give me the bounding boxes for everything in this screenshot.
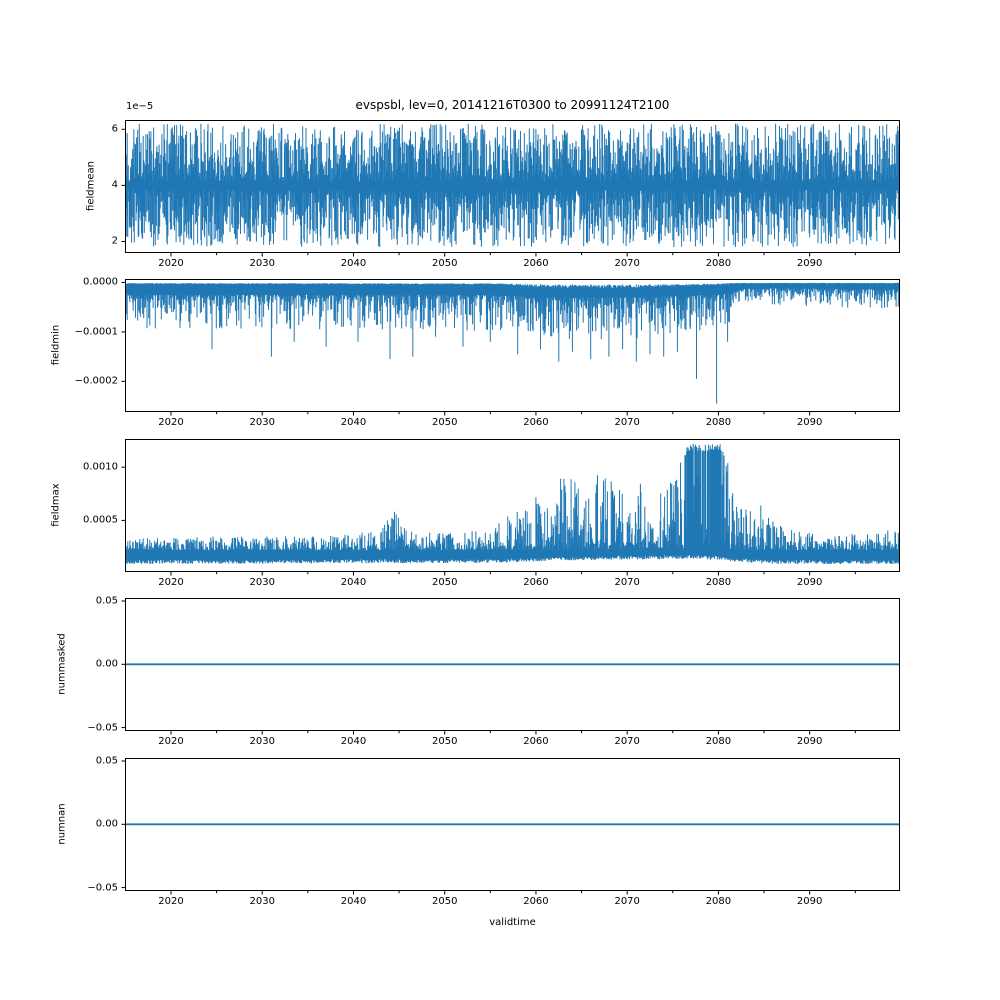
axes-nummasked [125, 598, 900, 731]
x-tick-label-2030-subplot-0: 2030 [249, 258, 275, 269]
x-tick-label-2090-subplot-2: 2090 [796, 577, 823, 588]
axes-fieldmean [125, 120, 900, 253]
y-tick-label-fieldmin-0.0000: 0.0000 [83, 276, 118, 288]
axes-numnan [125, 758, 900, 891]
y-tick-label-numnan-0.00: 0.00 [95, 818, 118, 830]
axes-fieldmin [125, 279, 900, 412]
x-tick-label-2080-subplot-2: 2080 [705, 577, 732, 588]
x-tick-label-2020-subplot-3: 2020 [158, 736, 184, 747]
x-tick-label-2040-subplot-0: 2040 [340, 258, 367, 269]
x-tick-label-2050-subplot-4: 2050 [431, 896, 458, 907]
x-tick-label-2060-subplot-0: 2060 [523, 258, 549, 269]
x-tick-label-2030-subplot-3: 2030 [249, 736, 275, 747]
y-tick-label-numnan-0.05: 0.05 [95, 755, 118, 767]
x-tick-label-2080-subplot-4: 2080 [705, 896, 732, 907]
axes-fieldmax [125, 439, 900, 572]
x-tick-label-2030-subplot-1: 2030 [249, 417, 275, 428]
x-tick-label-2060-subplot-4: 2060 [523, 896, 549, 907]
y-tick-label-fieldmax-0.0005: 0.0005 [83, 514, 118, 526]
x-tick-label-2060-subplot-3: 2060 [523, 736, 549, 747]
x-tick-label-2060-subplot-1: 2060 [523, 417, 549, 428]
x-tick-label-2070-subplot-3: 2070 [614, 736, 640, 747]
x-tick-label-2030-subplot-2: 2030 [249, 577, 275, 588]
x-tick-label-2050-subplot-1: 2050 [431, 417, 458, 428]
x-tick-label-2070-subplot-2: 2070 [614, 577, 640, 588]
x-tick-label-2080-subplot-0: 2080 [705, 258, 732, 269]
ylabel-numnan: numnan [56, 803, 68, 845]
y-tick-label-fieldmin-−0.0002: −0.0002 [74, 375, 118, 387]
y-tick-label-fieldmean-6: 6 [111, 123, 118, 135]
ylabel-nummasked: nummasked [56, 633, 68, 695]
y-tick-label-fieldmean-4: 4 [111, 179, 118, 191]
x-tick-label-2020-subplot-2: 2020 [158, 577, 184, 588]
x-tick-label-2080-subplot-1: 2080 [705, 417, 732, 428]
x-tick-label-2040-subplot-3: 2040 [340, 736, 367, 747]
y-offset-text-fieldmean: 1e−5 [126, 101, 154, 112]
x-tick-label-2040-subplot-1: 2040 [340, 417, 367, 428]
y-tick-label-fieldmean-2: 2 [111, 235, 118, 247]
y-tick-label-numnan-−0.05: −0.05 [87, 882, 118, 894]
numnan-series [125, 758, 900, 891]
y-tick-label-fieldmax-0.0010: 0.0010 [83, 461, 118, 473]
ylabel-fieldmean: fieldmean [85, 161, 97, 211]
x-tick-label-2070-subplot-4: 2070 [614, 896, 640, 907]
fieldmean-series [125, 120, 900, 253]
fieldmin-series [125, 279, 900, 412]
xlabel-validtime: validtime [489, 917, 536, 928]
nummasked-series [125, 598, 900, 731]
x-tick-label-2070-subplot-1: 2070 [614, 417, 640, 428]
x-tick-label-2020-subplot-4: 2020 [158, 896, 184, 907]
x-tick-label-2090-subplot-1: 2090 [796, 417, 823, 428]
x-tick-label-2060-subplot-2: 2060 [523, 577, 549, 588]
figure-title: evspsbl, lev=0, 20141216T0300 to 2099112… [355, 98, 670, 112]
x-tick-label-2050-subplot-3: 2050 [431, 736, 458, 747]
ylabel-fieldmin: fieldmin [50, 324, 62, 366]
fieldmax-series [125, 439, 900, 572]
x-tick-label-2080-subplot-3: 2080 [705, 736, 732, 747]
x-tick-label-2070-subplot-0: 2070 [614, 258, 640, 269]
ylabel-fieldmax: fieldmax [50, 483, 62, 527]
y-tick-label-fieldmin-−0.0001: −0.0001 [74, 326, 118, 338]
x-tick-label-2050-subplot-0: 2050 [431, 258, 458, 269]
x-tick-label-2030-subplot-4: 2030 [249, 896, 275, 907]
x-tick-label-2090-subplot-0: 2090 [796, 258, 823, 269]
x-tick-label-2020-subplot-1: 2020 [158, 417, 184, 428]
y-tick-label-nummasked-−0.05: −0.05 [87, 722, 118, 734]
y-tick-label-nummasked-0.05: 0.05 [95, 595, 118, 607]
y-tick-label-nummasked-0.00: 0.00 [95, 658, 118, 670]
x-tick-label-2090-subplot-3: 2090 [796, 736, 823, 747]
x-tick-label-2090-subplot-4: 2090 [796, 896, 823, 907]
x-tick-label-2020-subplot-0: 2020 [158, 258, 184, 269]
x-tick-label-2050-subplot-2: 2050 [431, 577, 458, 588]
x-tick-label-2040-subplot-4: 2040 [340, 896, 367, 907]
x-tick-label-2040-subplot-2: 2040 [340, 577, 367, 588]
